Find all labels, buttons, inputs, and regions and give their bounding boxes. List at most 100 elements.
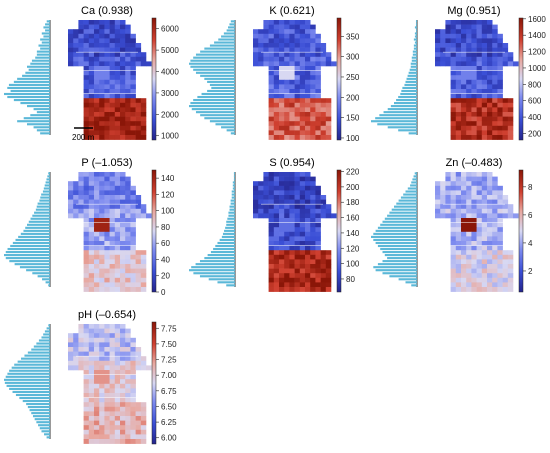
map-cell — [99, 199, 105, 205]
map-cell — [299, 176, 306, 182]
histogram-bar — [33, 108, 50, 111]
map-cell — [455, 218, 462, 223]
map-cell — [294, 107, 301, 113]
histogram-bar — [233, 172, 235, 175]
histogram-bar — [23, 117, 50, 120]
map-cell — [305, 181, 311, 187]
map-cell — [284, 98, 290, 104]
map-cell — [450, 268, 457, 274]
map-cell — [83, 218, 90, 223]
map-cell — [125, 397, 131, 403]
map-cell — [109, 213, 116, 219]
map-cell — [104, 282, 110, 288]
map-cell — [140, 102, 147, 108]
histogram-bar — [197, 95, 235, 99]
map-cell — [476, 102, 483, 108]
map-cell — [461, 75, 467, 81]
histogram-bar — [400, 196, 417, 199]
map-cell — [94, 56, 100, 62]
map-cell — [315, 102, 321, 108]
map-cell — [135, 264, 142, 269]
map-cell — [104, 416, 110, 421]
map-cell — [104, 277, 110, 283]
map-cell — [471, 93, 477, 99]
map-cell — [125, 24, 131, 30]
map-cell — [299, 125, 306, 131]
map-cell — [466, 264, 472, 269]
histogram-bar — [375, 117, 417, 120]
map-cell — [325, 56, 332, 62]
histogram-bar — [412, 53, 417, 56]
map-cell — [253, 29, 259, 35]
map-cell — [320, 112, 327, 117]
map-cell — [263, 24, 269, 30]
map-cell — [258, 61, 264, 67]
map-cell — [130, 199, 136, 205]
histogram-bar — [410, 65, 417, 68]
map-cell — [455, 130, 462, 136]
map-cell — [299, 61, 306, 67]
map-cell — [502, 250, 509, 256]
map-cell — [294, 213, 301, 219]
map-cell — [492, 277, 498, 283]
histogram-bar — [412, 50, 417, 53]
map-cell — [450, 24, 457, 30]
map-cell — [83, 429, 90, 435]
map-cell — [83, 236, 90, 242]
map-cell — [492, 231, 498, 237]
map-cell — [83, 20, 90, 25]
colorbar — [151, 17, 157, 141]
map-cell — [73, 47, 79, 53]
map-cell — [294, 66, 301, 71]
colorbar-tick-label: 20 — [161, 272, 170, 281]
map-cell — [279, 181, 285, 187]
map-cell — [125, 333, 131, 339]
map-cell — [109, 20, 116, 25]
map-cell — [104, 195, 110, 200]
histogram-bar — [228, 211, 235, 214]
map-cell — [492, 102, 498, 108]
map-cell — [305, 245, 311, 251]
map-cell — [471, 89, 477, 94]
map-cell — [279, 282, 285, 288]
map-cell — [120, 383, 126, 389]
map-cell — [487, 56, 493, 62]
map-cell — [471, 250, 477, 256]
map-cell — [481, 287, 488, 292]
map-cell — [99, 75, 105, 81]
map-cell — [461, 236, 467, 242]
map-cell — [258, 213, 264, 219]
colorbar — [336, 169, 342, 293]
map-cell — [325, 287, 332, 292]
colorbar-tick-label: 7.75 — [161, 324, 177, 333]
map-cell — [130, 277, 136, 283]
map-cell — [492, 245, 498, 251]
map-cell — [440, 199, 446, 205]
map-cell — [487, 135, 493, 140]
map-cell — [294, 70, 301, 76]
map-cell — [273, 213, 280, 219]
map-cell — [487, 75, 493, 81]
map-cell — [476, 241, 483, 246]
map-cell — [120, 204, 126, 210]
soil-map — [68, 324, 152, 444]
map-cell — [114, 218, 121, 223]
map-cell — [114, 383, 121, 389]
map-cell — [273, 218, 280, 223]
map-cell — [279, 102, 285, 108]
map-cell — [109, 388, 116, 394]
map-cell — [279, 89, 285, 94]
map-cell — [78, 43, 84, 48]
map-cell — [450, 213, 457, 219]
map-cell — [471, 254, 477, 260]
histogram-bar — [214, 41, 235, 44]
map-cell — [450, 282, 457, 288]
map-cell — [497, 185, 503, 191]
histogram-bar — [377, 226, 417, 229]
map-cell — [481, 20, 488, 25]
histogram-bar — [32, 415, 50, 418]
map-cell — [487, 112, 493, 117]
map-cell — [497, 195, 503, 200]
histogram-bar — [190, 65, 235, 68]
map-cell — [104, 130, 110, 136]
